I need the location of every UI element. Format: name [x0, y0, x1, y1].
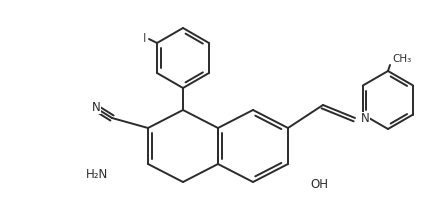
Text: H₂N: H₂N [86, 168, 108, 182]
Text: OH: OH [310, 178, 328, 191]
Text: CH₃: CH₃ [392, 54, 411, 64]
Text: I: I [143, 32, 146, 46]
Text: N: N [361, 111, 370, 124]
Text: N: N [92, 101, 101, 115]
